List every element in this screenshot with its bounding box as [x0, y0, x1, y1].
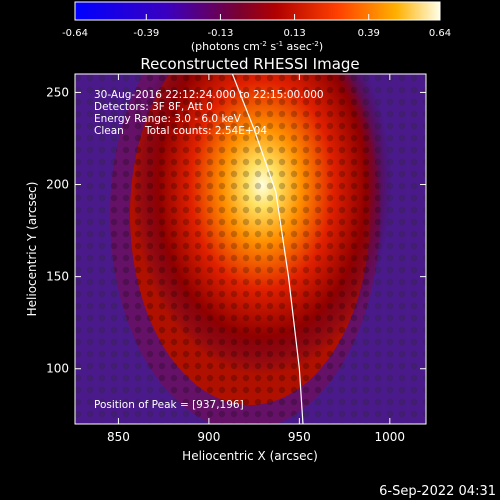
- colorbar-tick-label: 0.13: [283, 28, 305, 39]
- colorbar-tick-label: 0.64: [429, 28, 451, 39]
- x-tick-label: 1000: [375, 430, 406, 444]
- x-tick-label: 850: [107, 430, 130, 444]
- colorbar-tick-label: -0.39: [133, 28, 159, 39]
- colorbar-gradient: [74, 1, 441, 21]
- y-tick-label: 100: [46, 362, 69, 376]
- footer-date: 6-Sep-2022 04:31: [379, 484, 496, 499]
- colorbar-ticks: -0.64 -0.39 -0.13 0.13 0.39 0.64: [62, 14, 451, 39]
- annotation-method: Clean: [94, 125, 124, 137]
- x-axis: 850 900 950 1000: [107, 74, 405, 444]
- x-axis-label: Heliocentric X (arcsec): [182, 449, 318, 463]
- solar-limb-curve: [231, 74, 304, 424]
- y-tick-label: 200: [46, 178, 69, 192]
- y-tick-label: 250: [46, 85, 69, 99]
- y-tick-label: 150: [46, 270, 69, 284]
- plot-area: [75, 74, 426, 424]
- annotation-energy: Energy Range: 3.0 - 6.0 keV: [94, 113, 242, 125]
- colorbar-tick-label: 0.39: [358, 28, 380, 39]
- chart-title: Reconstructed RHESSI Image: [140, 55, 359, 73]
- annotation-peak: Position of Peak = [937,196]: [94, 399, 244, 411]
- colorbar-tick-label: -0.13: [207, 28, 233, 39]
- plot-frame: [74, 73, 427, 425]
- y-axis: 100 150 200 250: [46, 85, 426, 376]
- y-axis-label: Heliocentric Y (arcsec): [25, 182, 39, 317]
- x-tick-label: 950: [288, 430, 311, 444]
- colorbar-tick-label: -0.64: [62, 28, 88, 39]
- annotation-detectors: Detectors: 3F 8F, Att 0: [94, 101, 213, 113]
- emission-ripple: [75, 74, 426, 424]
- annotation-counts: Total counts: 2.54E+04: [144, 125, 267, 137]
- annotation-time-range: 30-Aug-2016 22:12:24.000 to 22:15:00.000: [94, 89, 324, 101]
- colorbar-units: (photons cm-2 s-1 asec-2): [191, 40, 323, 53]
- colorbar: -0.64 -0.39 -0.13 0.13 0.39 0.64 (photons cm-…: [62, 1, 451, 53]
- annotations: 30-Aug-2016 22:12:24.000 to 22:15:00.000…: [94, 89, 324, 411]
- x-tick-label: 900: [197, 430, 220, 444]
